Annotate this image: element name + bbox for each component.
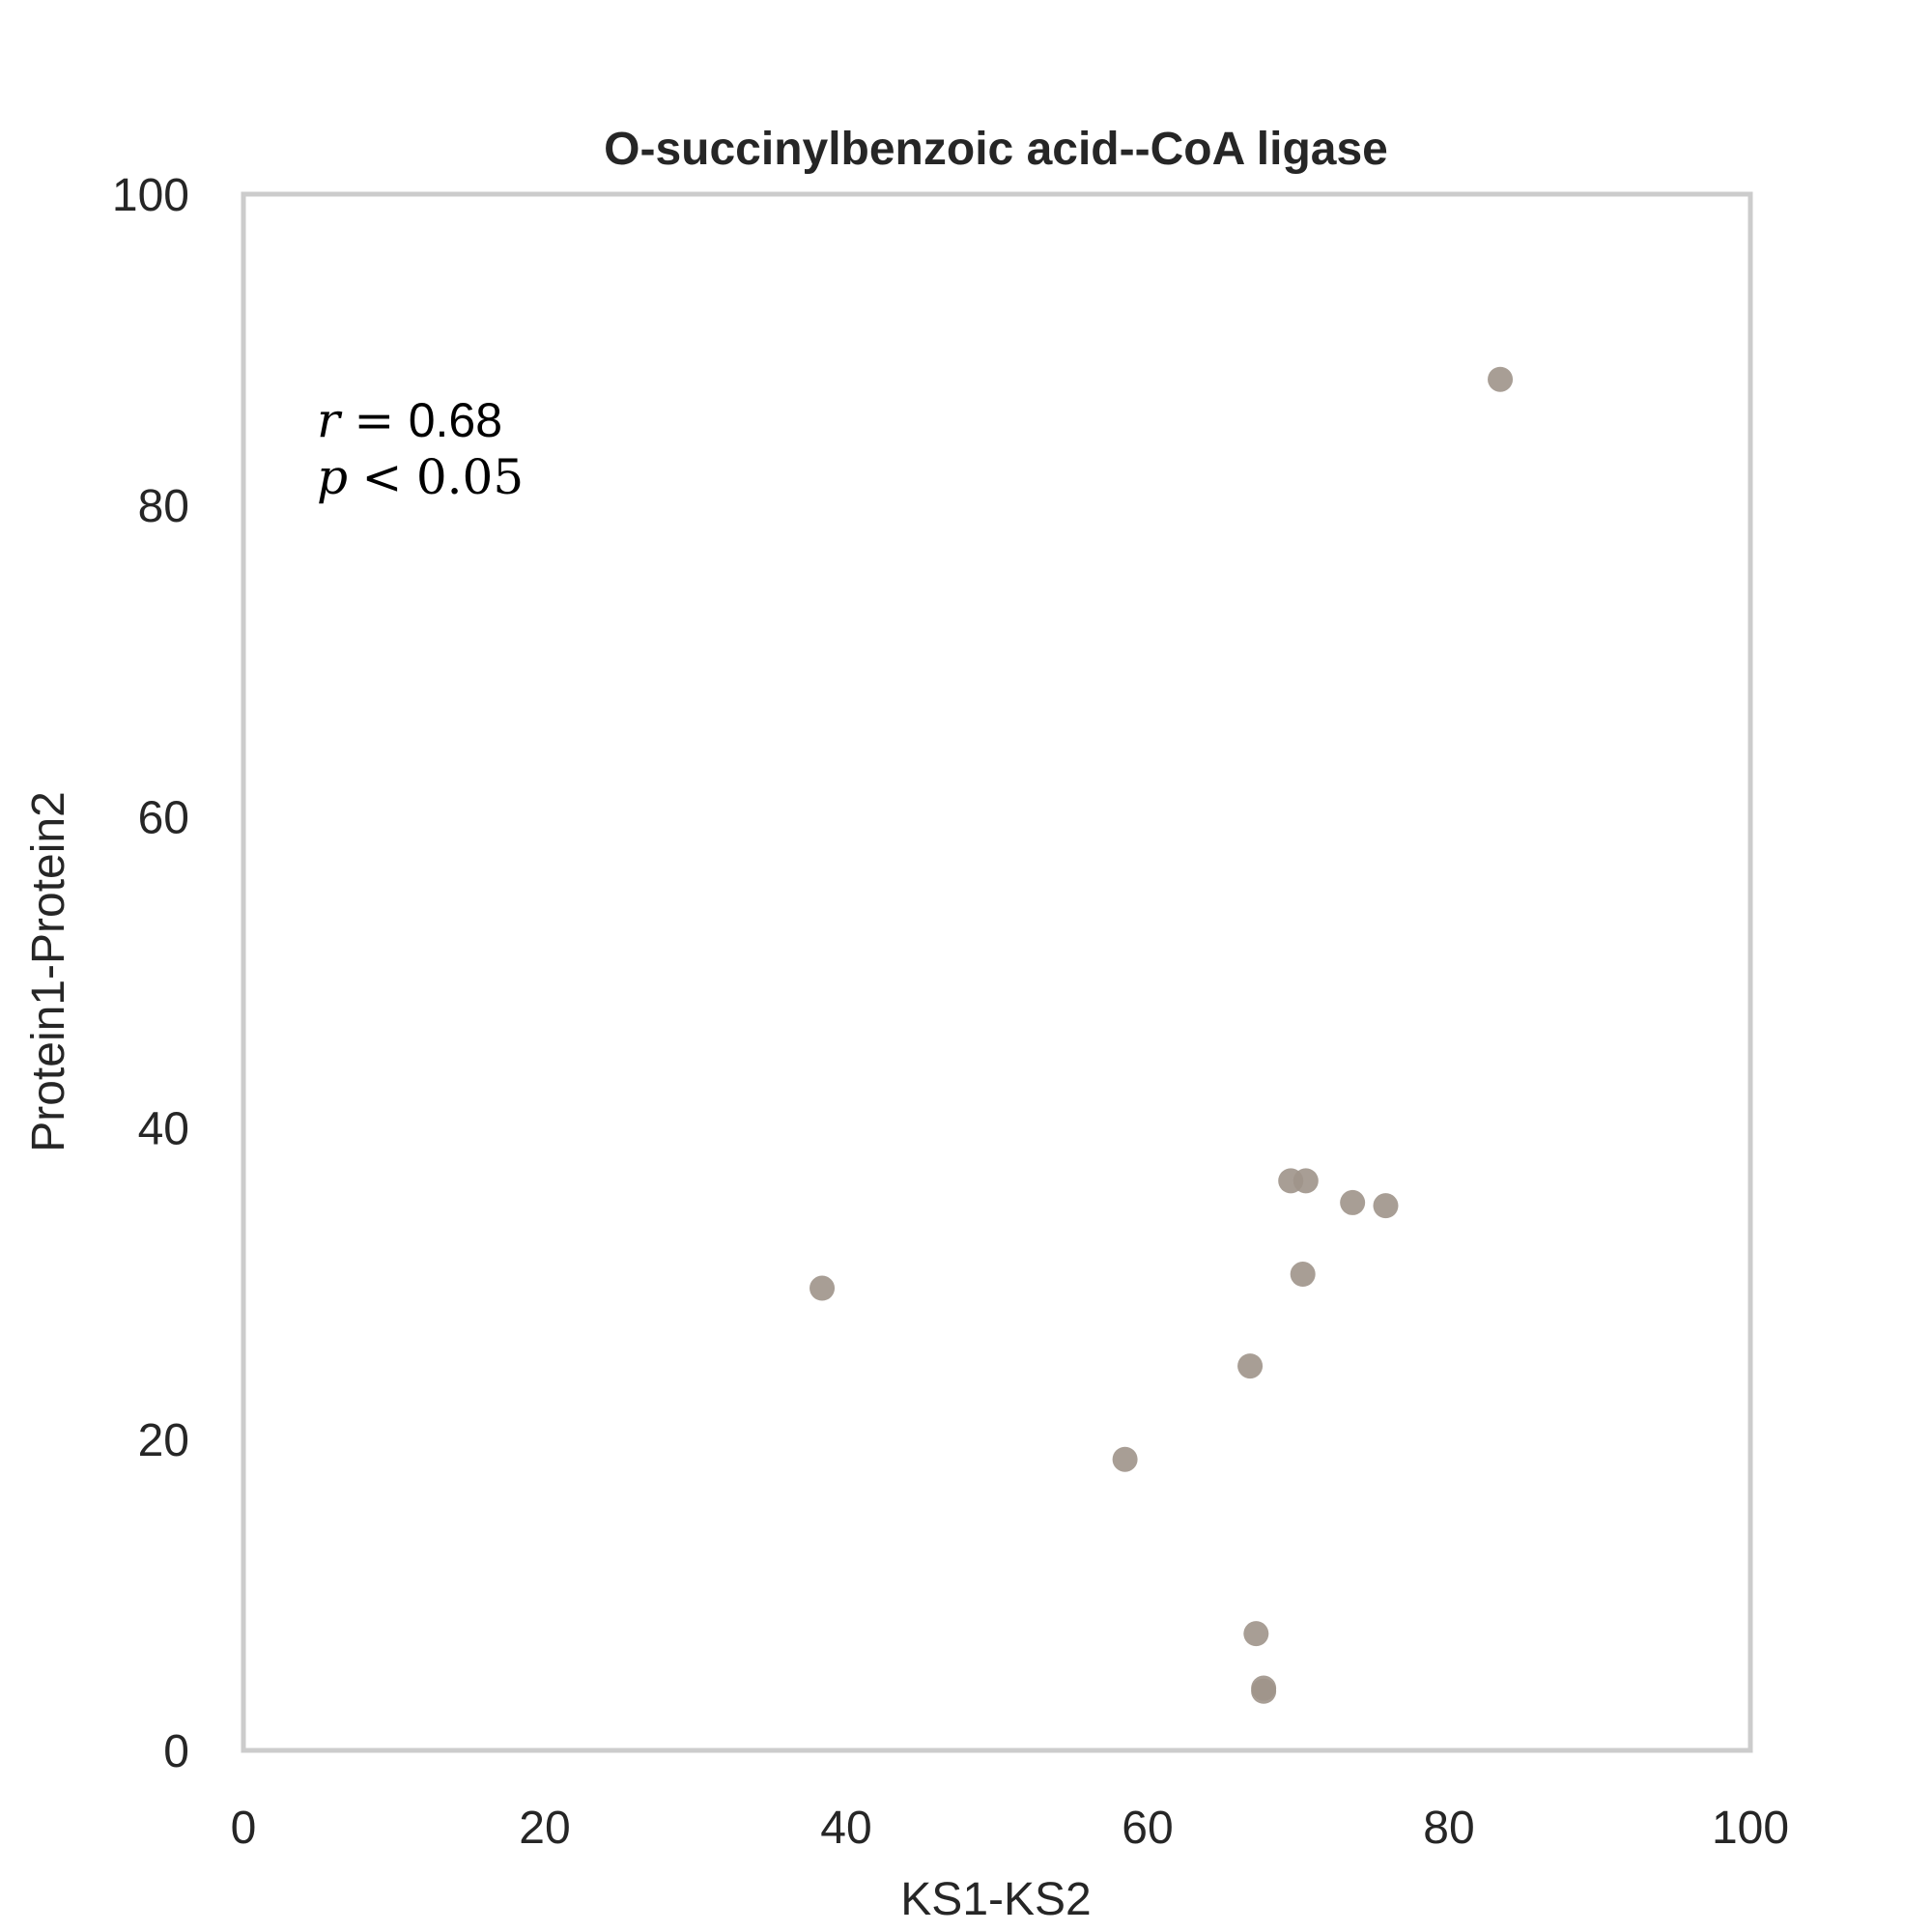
x-tick-label-100: 100 — [1712, 1803, 1789, 1854]
y-tick-label-0: 0 — [163, 1726, 189, 1777]
y-tick-label-100: 100 — [112, 170, 189, 221]
y-axis-label: Protein1-Protein2 — [23, 791, 74, 1152]
plot-frame — [241, 191, 1753, 1753]
y-tick-label-60: 60 — [138, 792, 189, 843]
data-point-1 — [810, 1275, 836, 1301]
x-tick-label-60: 60 — [1122, 1803, 1173, 1854]
x-tick-label-80: 80 — [1423, 1803, 1474, 1854]
data-point-4 — [1243, 1621, 1269, 1647]
x-tick-label-0: 0 — [231, 1803, 257, 1854]
data-point-9 — [1290, 1262, 1316, 1288]
data-point-8 — [1293, 1168, 1319, 1194]
x-axis-label: KS1-KS2 — [900, 1874, 1091, 1925]
p-value: 0.05 — [416, 449, 524, 505]
r-equals: = — [354, 392, 394, 448]
chart-title: O-succinylbenzoic acid--CoA ligase — [604, 124, 1388, 175]
data-point-3 — [1237, 1353, 1264, 1379]
x-tick-label-40: 40 — [820, 1803, 871, 1854]
r-symbol: r — [317, 392, 343, 448]
x-tick-labels: 0 20 40 60 80 100 — [231, 1803, 1789, 1854]
r-annotation: r = 0.68 — [317, 392, 502, 448]
correlation-annotation: r = 0.68 p < 0.05 — [317, 392, 524, 505]
y-tick-label-80: 80 — [138, 481, 189, 532]
y-tick-label-40: 40 — [138, 1104, 189, 1155]
data-point-11 — [1373, 1193, 1399, 1219]
y-tick-label-20: 20 — [138, 1415, 189, 1466]
r-value: 0.68 — [409, 393, 502, 447]
data-point-10 — [1340, 1189, 1366, 1215]
p-less-than: < — [361, 449, 402, 505]
p-symbol: p — [317, 449, 348, 505]
data-point-12 — [1488, 366, 1514, 392]
y-tick-labels: 0 20 40 60 80 100 — [112, 170, 189, 1777]
p-annotation: p < 0.05 — [317, 449, 524, 505]
x-tick-label-20: 20 — [519, 1803, 570, 1854]
points-layer — [810, 366, 1514, 1704]
data-point-6 — [1251, 1678, 1277, 1704]
data-point-2 — [1112, 1446, 1138, 1472]
